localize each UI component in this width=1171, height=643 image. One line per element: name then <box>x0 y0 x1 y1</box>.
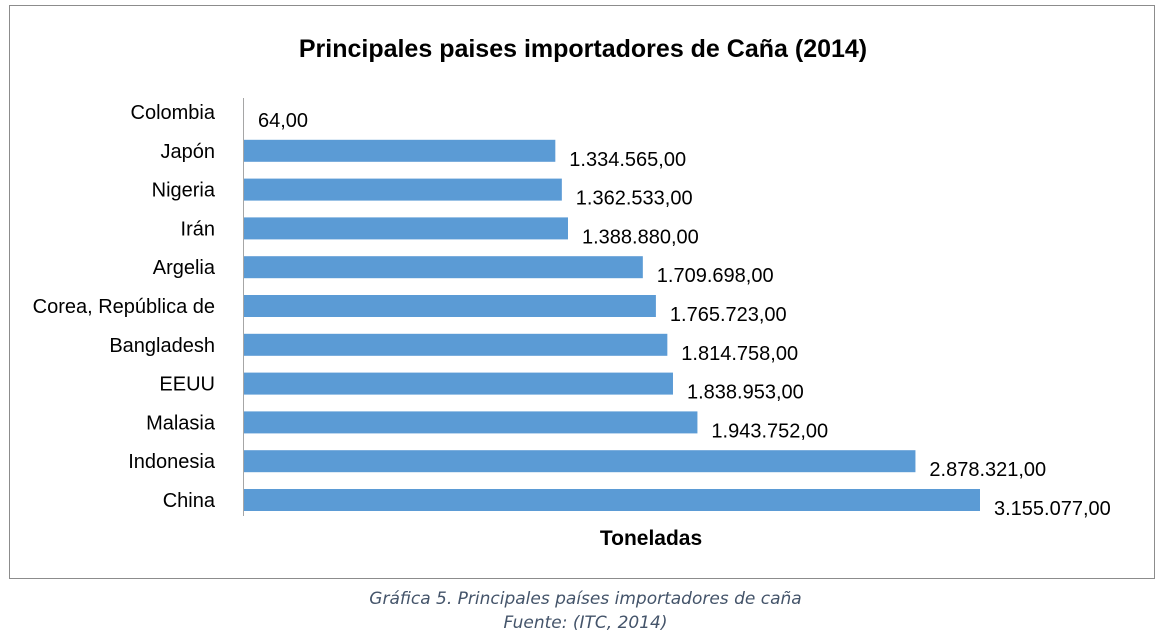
figure-caption: Gráfica 5. Principales países importador… <box>369 589 802 609</box>
bar-8 <box>244 411 698 434</box>
value-label: 64,00 <box>258 110 308 132</box>
category-label: Argelia <box>153 257 216 279</box>
category-label: Bangladesh <box>109 335 215 357</box>
category-label: Irán <box>181 218 215 240</box>
category-label: Nigeria <box>152 180 216 202</box>
figure-source: Fuente: (ITC, 2014) <box>503 613 668 633</box>
category-label: Indonesia <box>128 451 216 473</box>
value-label: 1.838.953,00 <box>687 382 804 404</box>
bar-5 <box>244 295 656 317</box>
category-label: EEUU <box>159 374 215 396</box>
category-label: Colombia <box>131 102 216 124</box>
value-label: 1.943.752,00 <box>711 420 828 442</box>
value-label: 1.709.698,00 <box>657 265 774 287</box>
bar-1 <box>244 139 556 162</box>
chart-frame: Principales paises importadores de Caña … <box>9 5 1155 579</box>
category-label: China <box>163 490 216 512</box>
bar-10 <box>244 489 980 511</box>
bar-6 <box>244 333 668 356</box>
value-label: 3.155.077,00 <box>994 498 1111 520</box>
value-label: 1.388.880,00 <box>582 226 699 248</box>
category-label: Japón <box>161 141 216 163</box>
value-label: 1.334.565,00 <box>569 149 686 171</box>
bar-2 <box>244 178 562 201</box>
bar-7 <box>244 372 673 395</box>
bar-9 <box>244 450 916 473</box>
chart-title: Principales paises importadores de Caña … <box>299 35 867 63</box>
bar-3 <box>244 217 568 240</box>
bars-group: Colombia 64,00 Japón 1.334.565,00 Nigeria 1.3… <box>33 101 1111 520</box>
category-label: Malasia <box>146 412 216 434</box>
value-label: 1.362.533,00 <box>576 188 693 210</box>
value-label: 1.765.723,00 <box>670 304 787 326</box>
value-label: 1.814.758,00 <box>681 343 798 365</box>
bar-4 <box>244 256 643 279</box>
value-label: 2.878.321,00 <box>929 459 1046 481</box>
bar-chart: Principales paises importadores de Caña … <box>33 35 1111 550</box>
x-axis-title: Toneladas <box>600 527 702 550</box>
category-label: Corea, República de <box>33 296 215 318</box>
